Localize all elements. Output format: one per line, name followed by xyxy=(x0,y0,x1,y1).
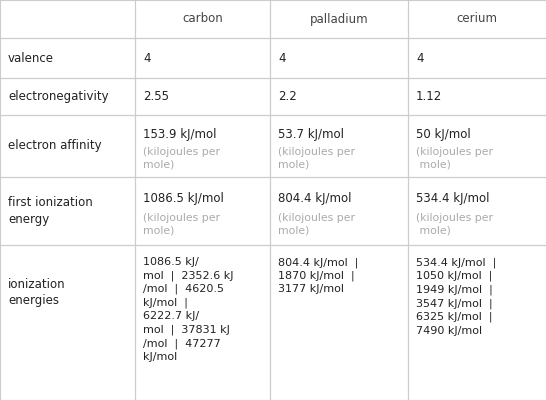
Bar xyxy=(0,0,135,38)
Text: 804.4 kJ/mol: 804.4 kJ/mol xyxy=(278,192,352,205)
Bar xyxy=(0,177,135,245)
Bar xyxy=(135,38,270,78)
Text: 1.12: 1.12 xyxy=(416,90,442,103)
Bar xyxy=(270,245,408,400)
Text: 50 kJ/mol: 50 kJ/mol xyxy=(416,128,471,141)
Text: 534.4 kJ/mol: 534.4 kJ/mol xyxy=(416,192,490,205)
Bar xyxy=(270,0,408,38)
Text: 534.4 kJ/mol  |
1050 kJ/mol  |
1949 kJ/mol  |
3547 kJ/mol  |
6325 kJ/mol  |
7490: 534.4 kJ/mol | 1050 kJ/mol | 1949 kJ/mol… xyxy=(416,257,496,336)
Text: 1086.5 kJ/mol: 1086.5 kJ/mol xyxy=(143,192,224,205)
Bar xyxy=(408,177,546,245)
Text: (kilojoules per
mole): (kilojoules per mole) xyxy=(143,147,220,170)
Text: 804.4 kJ/mol  |
1870 kJ/mol  |
3177 kJ/mol: 804.4 kJ/mol | 1870 kJ/mol | 3177 kJ/mol xyxy=(278,257,358,294)
Bar xyxy=(135,115,270,177)
Text: ionization
energies: ionization energies xyxy=(8,278,66,307)
Text: 4: 4 xyxy=(143,52,151,64)
Text: first ionization
energy: first ionization energy xyxy=(8,196,93,226)
Text: electron affinity: electron affinity xyxy=(8,140,102,152)
Bar xyxy=(135,245,270,400)
Bar xyxy=(270,78,408,115)
Bar xyxy=(135,0,270,38)
Text: 2.55: 2.55 xyxy=(143,90,169,103)
Text: (kilojoules per
 mole): (kilojoules per mole) xyxy=(416,147,493,170)
Text: (kilojoules per
 mole): (kilojoules per mole) xyxy=(416,214,493,236)
Text: (kilojoules per
mole): (kilojoules per mole) xyxy=(278,214,355,236)
Bar xyxy=(0,78,135,115)
Text: palladium: palladium xyxy=(310,12,369,26)
Text: electronegativity: electronegativity xyxy=(8,90,109,103)
Text: 153.9 kJ/mol: 153.9 kJ/mol xyxy=(143,128,217,141)
Text: cerium: cerium xyxy=(456,12,497,26)
Text: 4: 4 xyxy=(416,52,424,64)
Bar xyxy=(408,115,546,177)
Text: (kilojoules per
mole): (kilojoules per mole) xyxy=(278,147,355,170)
Bar xyxy=(135,177,270,245)
Text: 1086.5 kJ/
mol  |  2352.6 kJ
/mol  |  4620.5
kJ/mol  |
6222.7 kJ/
mol  |  37831 : 1086.5 kJ/ mol | 2352.6 kJ /mol | 4620.5… xyxy=(143,257,234,362)
Text: 2.2: 2.2 xyxy=(278,90,296,103)
Bar xyxy=(0,245,135,400)
Bar xyxy=(270,38,408,78)
Text: (kilojoules per
mole): (kilojoules per mole) xyxy=(143,214,220,236)
Text: 53.7 kJ/mol: 53.7 kJ/mol xyxy=(278,128,344,141)
Text: carbon: carbon xyxy=(182,12,223,26)
Bar xyxy=(408,78,546,115)
Bar xyxy=(270,177,408,245)
Bar xyxy=(408,245,546,400)
Bar xyxy=(0,115,135,177)
Text: 4: 4 xyxy=(278,52,286,64)
Bar xyxy=(270,115,408,177)
Text: valence: valence xyxy=(8,52,54,64)
Bar xyxy=(135,78,270,115)
Bar xyxy=(0,38,135,78)
Bar xyxy=(408,38,546,78)
Bar xyxy=(408,0,546,38)
